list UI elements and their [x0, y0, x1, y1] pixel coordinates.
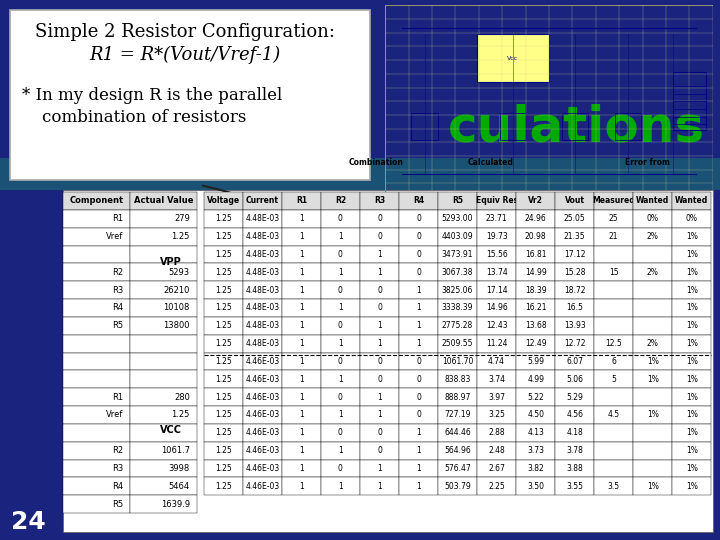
Bar [673, 72, 706, 130]
Text: culations: culations [448, 104, 705, 152]
Bar [0, 158, 720, 190]
Text: R1 = R*(Vout/Vref-1): R1 = R*(Vout/Vref-1) [89, 46, 281, 64]
Text: Error from: Error from [626, 158, 670, 167]
Bar [0, 185, 720, 540]
Bar [63, 190, 713, 532]
Text: 24: 24 [11, 510, 45, 534]
Text: * In my design R is the parallel: * In my design R is the parallel [22, 86, 282, 104]
Text: Simple 2 Resistor Configuration:: Simple 2 Resistor Configuration: [35, 23, 335, 41]
Text: VPP: VPP [160, 258, 181, 267]
Bar [562, 113, 588, 140]
Bar [10, 10, 370, 180]
Text: Calculated: Calculated [467, 158, 513, 167]
Text: Combination: Combination [349, 158, 404, 167]
Text: VCC: VCC [160, 426, 181, 435]
Bar [411, 113, 438, 140]
Bar [615, 113, 641, 140]
Bar [477, 34, 549, 82]
Bar [500, 113, 526, 140]
Text: Vcc: Vcc [508, 56, 518, 60]
Text: combination of resistors: combination of resistors [42, 110, 246, 126]
